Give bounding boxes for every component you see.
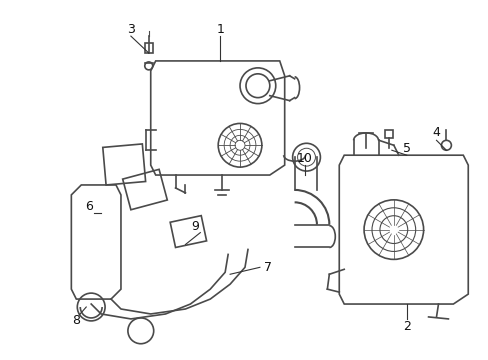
Bar [170,216,206,247]
Bar [144,43,152,53]
Text: 9: 9 [191,220,199,233]
Text: 8: 8 [72,314,80,327]
Bar [102,144,145,185]
Bar [384,130,392,138]
Text: 1: 1 [216,23,224,36]
Text: 2: 2 [402,320,410,333]
Text: 10: 10 [296,152,312,165]
Text: 5: 5 [402,142,410,155]
Bar [122,169,167,210]
Text: 6: 6 [85,200,93,213]
Text: 3: 3 [127,23,135,36]
Text: 4: 4 [432,126,440,139]
Text: 7: 7 [264,261,271,274]
